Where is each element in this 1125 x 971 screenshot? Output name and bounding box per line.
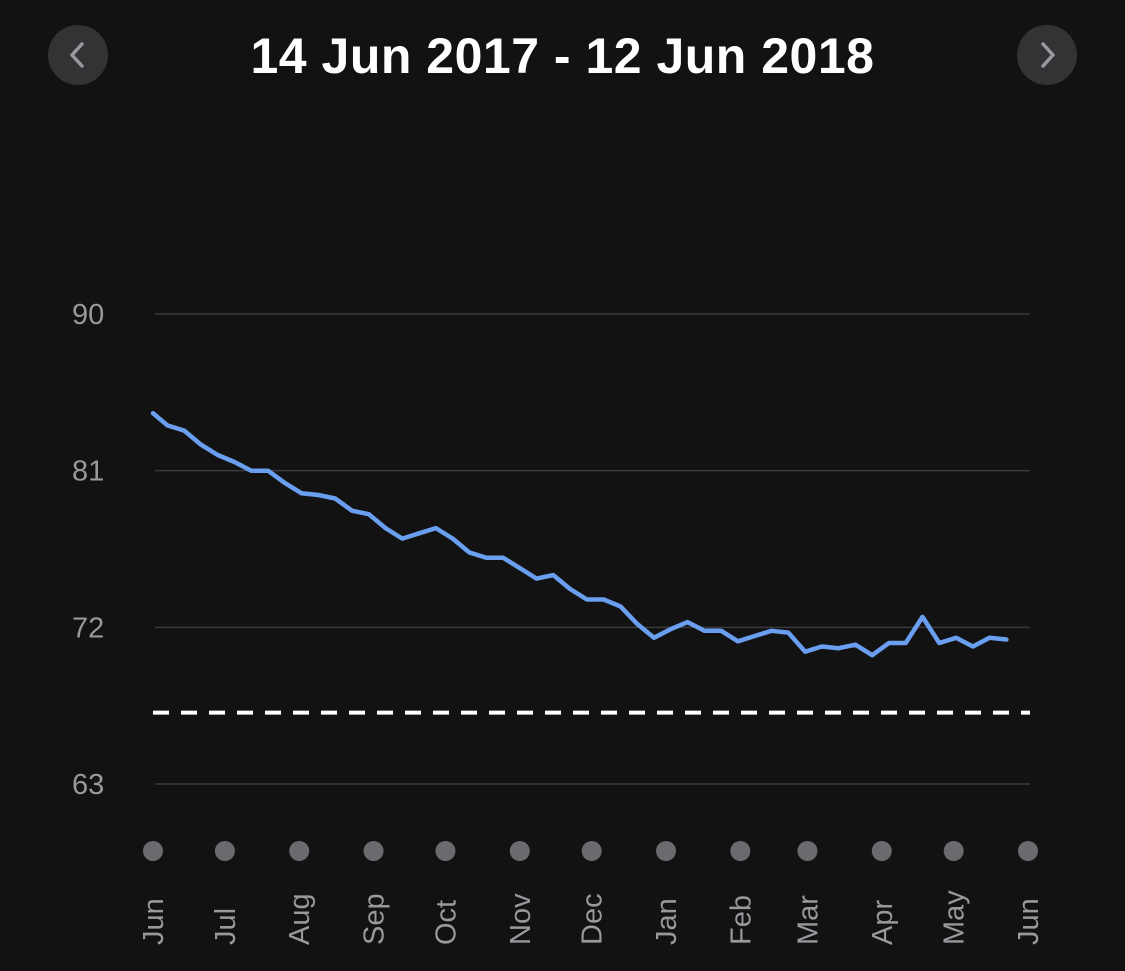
series-line	[150, 410, 1009, 658]
x-dot	[509, 841, 530, 861]
x-tick-label: Nov	[505, 893, 537, 945]
x-dot	[435, 841, 456, 861]
x-dot	[656, 841, 677, 861]
x-dot	[289, 841, 310, 861]
chevron-right-icon	[1041, 42, 1055, 68]
x-dot	[1018, 841, 1038, 861]
x-dot	[214, 841, 235, 861]
x-dot	[797, 841, 818, 861]
x-tick-labels: Jun Jul Aug Sep Oct Nov Dec Jan Feb Mar Apr May Jun	[138, 890, 1045, 945]
x-tick-label: Apr	[867, 900, 899, 945]
x-tick-label: Jun	[1013, 898, 1045, 945]
y-tick-label: 81	[72, 456, 104, 488]
x-tick-label: Jun	[138, 898, 170, 945]
x-tick-label: Oct	[431, 900, 463, 945]
x-dot	[871, 841, 892, 861]
date-range-title: 14 Jun 2017 - 12 Jun 2018	[250, 28, 875, 84]
series-layer	[150, 410, 1009, 658]
y-tick-labels: 90 81 72 63	[72, 299, 104, 801]
y-tick-label: 72	[72, 612, 104, 644]
x-tick-label: Aug	[284, 893, 316, 945]
x-tick-label: Jan	[651, 898, 683, 945]
x-tick-label: May	[939, 890, 971, 945]
next-period-button[interactable]	[1017, 25, 1077, 85]
y-tick-label: 90	[72, 299, 104, 331]
x-dot	[730, 841, 751, 861]
x-dot	[581, 841, 602, 861]
chevron-left-icon	[70, 42, 84, 68]
x-tick-label: Jul	[210, 908, 242, 945]
grid-lines	[155, 313, 1030, 785]
y-tick-label: 63	[72, 769, 104, 801]
x-tick-label: Mar	[793, 895, 825, 945]
x-tick-label: Dec	[577, 893, 609, 945]
x-dot	[943, 841, 964, 861]
x-tick-label: Sep	[359, 893, 391, 945]
previous-period-button[interactable]	[48, 25, 108, 85]
x-dot	[363, 841, 384, 861]
x-tick-label: Feb	[725, 895, 757, 945]
x-dots	[143, 841, 1038, 861]
x-dot	[143, 841, 163, 861]
